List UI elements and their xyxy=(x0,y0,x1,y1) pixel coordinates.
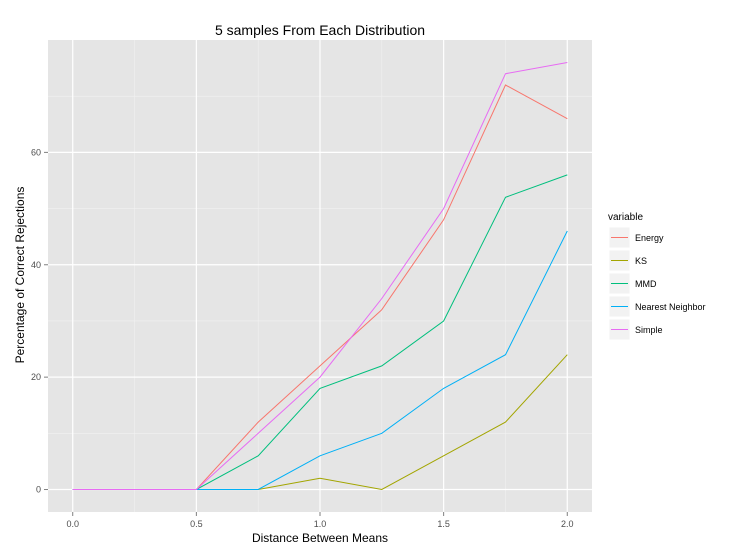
legend-label: Simple xyxy=(635,325,663,335)
legend-item-ks: KS xyxy=(608,249,647,272)
y-tick-label: 20 xyxy=(31,372,41,382)
legend: variable Energy KS MMD Nearest Neighbor Simp… xyxy=(608,212,706,341)
y-axis-title: Percentage of Correct Rejections xyxy=(13,187,27,364)
x-tick-label: 1.0 xyxy=(314,519,327,529)
legend-item-nearest-neighbor: Nearest Neighbor xyxy=(608,295,706,318)
legend-label: Nearest Neighbor xyxy=(635,302,706,312)
legend-label: Energy xyxy=(635,233,664,243)
x-tick-label: 1.5 xyxy=(437,519,450,529)
x-tick-label: 0.0 xyxy=(66,519,79,529)
chart-title: 5 samples From Each Distribution xyxy=(215,22,425,38)
legend-item-simple: Simple xyxy=(608,318,663,341)
legend-items: Energy KS MMD Nearest Neighbor Simple xyxy=(608,226,706,341)
y-tick-label: 60 xyxy=(31,147,41,157)
legend-item-mmd: MMD xyxy=(608,272,657,295)
x-axis-title: Distance Between Means xyxy=(252,531,388,545)
x-tick-label: 2.0 xyxy=(561,519,574,529)
y-tick-label: 40 xyxy=(31,260,41,270)
legend-label: MMD xyxy=(635,279,657,289)
legend-title: variable xyxy=(608,212,643,223)
legend-item-energy: Energy xyxy=(608,226,664,249)
legend-label: KS xyxy=(635,256,647,266)
y-axis: 0 20 40 60 xyxy=(31,147,48,495)
y-tick-label: 0 xyxy=(36,485,41,495)
series-line-simple xyxy=(72,62,568,490)
x-axis: 0.0 0.5 1.0 1.5 2.0 xyxy=(66,512,574,529)
series-lines xyxy=(72,62,568,491)
x-tick-label: 0.5 xyxy=(190,519,203,529)
